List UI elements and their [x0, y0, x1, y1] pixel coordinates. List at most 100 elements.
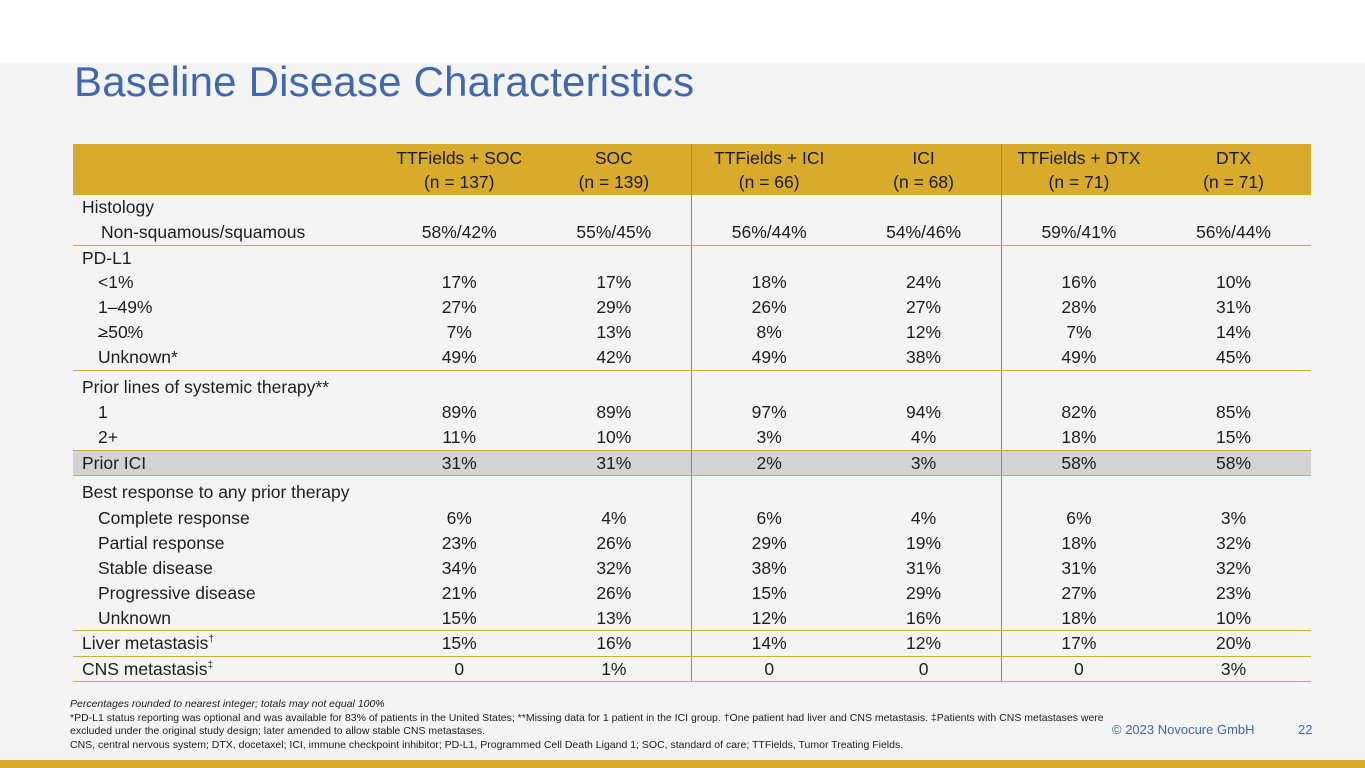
cell: 4% — [846, 425, 1002, 451]
cell: 29% — [691, 530, 847, 556]
cell: 94% — [906, 402, 942, 423]
cell: 12% — [691, 605, 847, 631]
row-label: Non-squamous/squamous — [73, 220, 382, 246]
cell: 13% — [536, 605, 692, 631]
section-histology: Histology — [73, 195, 1311, 220]
cell: 6% — [446, 507, 472, 528]
cell: 27% — [441, 297, 477, 318]
bottom-accent-bar — [0, 760, 1365, 768]
table-row: 2+ 11% 10% 3% 4% 18% 15% — [73, 425, 1311, 451]
cell: 82% — [1000, 400, 1157, 425]
section-prior-lines: Prior lines of systemic therapy** — [73, 370, 1311, 400]
row-label: Unknown* — [73, 345, 382, 371]
cell: 14% — [691, 630, 847, 657]
cell: 17% — [596, 272, 632, 293]
cell: 31% — [536, 450, 692, 476]
cell: 3% — [846, 450, 1002, 476]
liver-metastasis-row: Liver metastasis† 15% 16% 14% 12% 17% 20… — [73, 630, 1311, 657]
cell: 16% — [536, 630, 692, 657]
cell: 45% — [1156, 345, 1311, 371]
cell: 56%/44% — [1156, 220, 1311, 246]
cell: 14% — [1216, 322, 1252, 343]
header-ttfields-soc: TTFields + SOC (n = 137) — [381, 144, 537, 195]
cell: 26% — [691, 295, 847, 320]
row-label: Stable disease — [98, 557, 213, 578]
page-number: 22 — [1298, 722, 1313, 737]
row-label: 1 — [98, 402, 108, 423]
cell: 38% — [691, 555, 847, 581]
row-label: <1% — [98, 272, 134, 293]
cell: 15% — [381, 605, 537, 631]
cell: 55%/45% — [536, 220, 692, 246]
cell: 42% — [536, 345, 692, 371]
cell: 15% — [1156, 425, 1311, 451]
cell: 31% — [381, 450, 537, 476]
cell: 97% — [691, 400, 847, 425]
cell: 54%/46% — [846, 220, 1002, 246]
cell: 24% — [906, 272, 942, 293]
prior-ici-row: Prior ICI 31% 31% 2% 3% 58% 58% — [73, 450, 1311, 476]
cell: 23% — [1216, 582, 1252, 603]
cell: 59%/41% — [1000, 220, 1157, 246]
cell: 16% — [1000, 270, 1157, 295]
cell: 29% — [596, 297, 632, 318]
cell: 18% — [1000, 425, 1157, 451]
row-label: Prior ICI — [73, 450, 382, 476]
cell: 34% — [441, 557, 477, 578]
table-row: Unknown* 49% 42% 49% 38% 49% 45% — [73, 345, 1311, 371]
cell: 19% — [906, 532, 942, 553]
cell: 0 — [1000, 656, 1157, 682]
cell: 29% — [906, 582, 942, 603]
cell: 15% — [691, 580, 847, 606]
cell: 31% — [1216, 297, 1252, 318]
row-label: >50% — [98, 322, 144, 343]
cell: 17% — [1000, 630, 1157, 657]
cell: 89% — [596, 402, 632, 423]
table-row: 1 89% 89% 97% 94% 82% 85% — [73, 400, 1311, 425]
footnote-details: *PD-L1 status reporting was optional and… — [70, 711, 1104, 738]
table-header-row: TTFields + SOC (n = 137) SOC (n = 139) TTF… — [73, 144, 1311, 195]
header-ttfields-dtx: TTFields + DTX (n = 71) — [1000, 144, 1157, 195]
cell: 89% — [441, 402, 477, 423]
table-row: <1% 17% 17% 18% 24% 16% 10% — [73, 270, 1311, 295]
cell: 11% — [381, 425, 537, 451]
cell: 27% — [906, 297, 942, 318]
table-row: >50% 7% 13% 8% 12% 7% 14% — [73, 320, 1311, 345]
cell: 7% — [1000, 320, 1157, 345]
cell: 38% — [846, 345, 1002, 371]
row-label: Complete response — [98, 507, 250, 528]
cell: 49% — [1000, 345, 1157, 371]
cell: 10% — [1156, 605, 1311, 631]
table-row: Unknown 15% 13% 12% 16% 18% 10% — [73, 605, 1311, 631]
row-label: Partial response — [98, 532, 225, 553]
row-label: Liver metastasis† — [73, 630, 382, 657]
cell: 10% — [536, 425, 692, 451]
cell: 32% — [1216, 532, 1252, 553]
cell: 31% — [1000, 555, 1157, 581]
header-dtx: DTX (n = 71) — [1156, 144, 1311, 195]
cell: 58% — [1000, 450, 1157, 476]
cell: 4% — [601, 507, 627, 528]
section-pd-l1: PD-L1 — [73, 245, 1311, 270]
cell: 12% — [846, 630, 1002, 657]
cell: 26% — [596, 532, 632, 553]
cell: 27% — [1000, 580, 1157, 606]
cell: 20% — [1156, 630, 1311, 657]
footnote-abbreviations: CNS, central nervous system; DTX, doceta… — [70, 738, 904, 751]
cell: 58% — [1156, 450, 1311, 476]
table-row: Complete response 6% 4% 6% 4% 6% 3% — [73, 505, 1311, 531]
cell: 6% — [1000, 505, 1157, 531]
header-empty — [73, 144, 382, 195]
header-ttfields-ici: TTFields + ICI (n = 66) — [691, 144, 847, 195]
cell: 32% — [596, 557, 632, 578]
table-row: Progressive disease 21% 26% 15% 29% 27% … — [73, 580, 1311, 606]
section-label: Best response to any prior therapy — [82, 482, 350, 502]
cell: 16% — [846, 605, 1002, 631]
footnotes: Percentages rounded to nearest integer; … — [70, 698, 1130, 752]
baseline-characteristics-table: TTFields + SOC (n = 137) SOC (n = 139) TTF… — [73, 144, 1311, 682]
cell: 0 — [691, 656, 847, 682]
cell: 0 — [846, 656, 1002, 682]
cns-metastasis-row: CNS metastasis‡ 0 1% 0 0 0 3% — [73, 656, 1311, 682]
cell: 23% — [441, 532, 477, 553]
cell: 1% — [536, 656, 692, 682]
